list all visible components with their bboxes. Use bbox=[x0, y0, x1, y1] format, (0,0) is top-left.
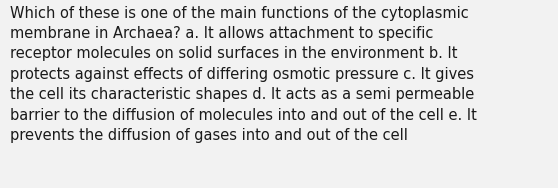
Text: Which of these is one of the main functions of the cytoplasmic
membrane in Archa: Which of these is one of the main functi… bbox=[10, 6, 477, 143]
